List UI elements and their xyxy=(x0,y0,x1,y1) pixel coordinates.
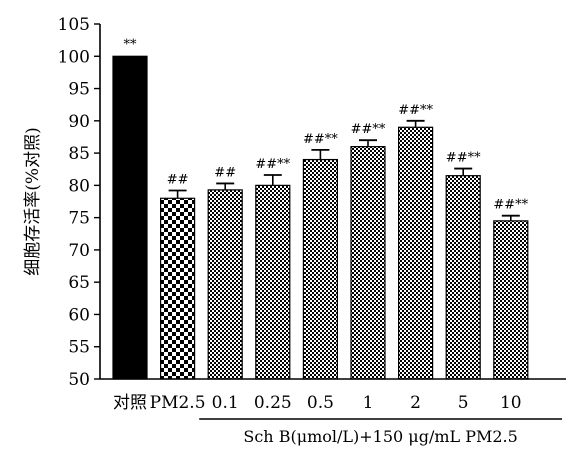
x-tick-label: 10 xyxy=(500,393,522,413)
bar xyxy=(398,126,434,380)
x-tick-label: PM2.5 xyxy=(150,393,206,413)
y-tick-label: 60 xyxy=(68,305,90,325)
significance-label: ##** xyxy=(446,151,481,166)
y-tick-label: 55 xyxy=(68,338,90,358)
y-tick-label: 95 xyxy=(68,80,90,100)
bar xyxy=(255,184,291,380)
y-axis-label: 细胞存活率(%对照) xyxy=(23,127,43,275)
significance-label: ##** xyxy=(351,122,386,137)
significance-label: ## xyxy=(214,165,236,180)
bar xyxy=(445,175,481,380)
significance-label: ##** xyxy=(303,132,338,147)
significance-label: ##** xyxy=(493,198,528,213)
x-tick-label: 1 xyxy=(363,393,374,413)
y-tick-label: 70 xyxy=(68,241,90,261)
x-tick-label: 0.25 xyxy=(254,393,292,413)
significance-label: ** xyxy=(124,37,138,52)
y-tick-label: 105 xyxy=(58,15,90,35)
bar xyxy=(112,55,148,380)
x-tick-label: 0.5 xyxy=(307,393,334,413)
bar xyxy=(160,197,196,380)
y-tick-label: 90 xyxy=(68,112,90,132)
x-tick-label: 5 xyxy=(458,393,469,413)
significance-label: ## xyxy=(167,173,189,188)
y-tick-label: 85 xyxy=(68,144,90,164)
group-label: Sch B(μmol/L)+150 μg/mL PM2.5 xyxy=(243,427,517,446)
significance-label: ##** xyxy=(255,157,290,172)
bar xyxy=(207,189,243,380)
y-tick-label: 65 xyxy=(68,273,90,293)
y-tick-label: 50 xyxy=(68,370,90,390)
x-tick-label: 对照 xyxy=(113,393,147,413)
y-tick-label: 100 xyxy=(58,47,90,67)
significance-label: ##** xyxy=(398,103,433,118)
x-tick-label: 2 xyxy=(410,393,421,413)
bar xyxy=(350,146,386,380)
bar xyxy=(493,220,529,380)
y-tick-label: 80 xyxy=(68,176,90,196)
y-tick-label: 75 xyxy=(68,209,90,229)
bar xyxy=(302,158,338,380)
x-tick-label: 0.1 xyxy=(212,393,239,413)
